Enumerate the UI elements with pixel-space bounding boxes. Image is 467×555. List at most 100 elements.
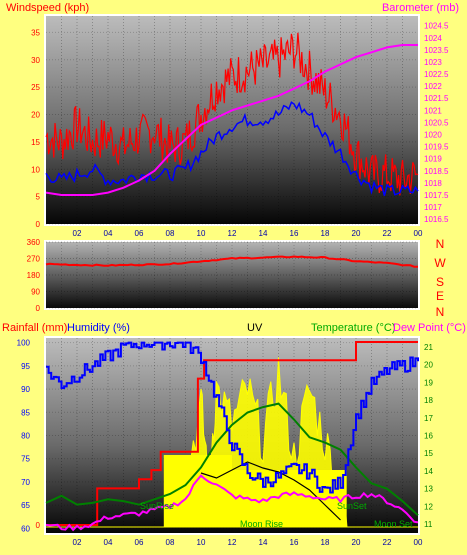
x-tick-label: 12 (228, 538, 237, 547)
y-right-tick-label: 1018 (424, 179, 442, 188)
temperature-tick-label: 13 (424, 485, 433, 494)
temperature-tick-label: 17 (424, 414, 433, 423)
compass-label: S (436, 275, 444, 289)
x-tick-label: 06 (135, 229, 144, 238)
x-tick-label: 16 (290, 538, 299, 547)
y-right-tick-label: 1020 (424, 131, 442, 140)
x-tick-label: 02 (73, 229, 82, 238)
x-tick-label: 22 (383, 538, 392, 547)
direction-series-line (45, 255, 419, 268)
y-tick-label: 10 (31, 165, 40, 174)
y-tick-label: 20 (31, 111, 40, 120)
x-tick-label: 22 (383, 229, 392, 238)
y-tick-label: 90 (31, 288, 40, 297)
y-tick-label: 25 (31, 83, 40, 92)
rainfall-axis-title: Rainfall (mm) (2, 322, 67, 334)
wind-plot-area (46, 16, 418, 224)
humidity-tick-label: 100 (17, 339, 31, 348)
y-tick-label: 0 (36, 220, 41, 229)
temperature-axis-title: Temperature (°C) (311, 322, 395, 334)
y-tick-label: 30 (31, 56, 40, 65)
x-tick-label: 08 (166, 229, 175, 238)
y-tick-label: 270 (27, 255, 41, 264)
y-right-tick-label: 1024 (424, 34, 442, 43)
y-tick-label: 5 (36, 193, 41, 202)
humidity-tick-label: 65 (21, 501, 30, 510)
y-right-tick-label: 1023 (424, 58, 442, 67)
x-tick-label: 18 (321, 229, 330, 238)
x-tick-label: 06 (135, 538, 144, 547)
humidity-tick-label: 60 (21, 524, 30, 533)
x-tick-label: 16 (290, 229, 299, 238)
y-right-tick-label: 1018.5 (424, 167, 449, 176)
temperature-series-line (45, 402, 419, 517)
moonset-label: Moon Set (374, 519, 413, 529)
x-tick-label: 10 (197, 538, 206, 547)
humidity-tick-label: 75 (21, 455, 30, 464)
rain-tick-label: 0 (36, 521, 41, 530)
y-tick-label: 180 (27, 271, 41, 280)
temperature-tick-label: 15 (424, 449, 433, 458)
y-right-tick-label: 1016.5 (424, 215, 449, 224)
y-right-tick-label: 1022 (424, 82, 442, 91)
compass-label: N (436, 237, 445, 251)
compass-label: N (436, 305, 445, 319)
y-right-tick-label: 1020.5 (424, 118, 449, 127)
barometer-axis-title: Barometer (mb) (382, 2, 459, 14)
humidity-tick-label: 80 (21, 432, 30, 441)
x-tick-label: 04 (104, 538, 113, 547)
astronomy-labels: SunRise SunSet Moon Rise Moon Set (140, 501, 413, 529)
sunrise-label: SunRise (140, 501, 174, 511)
windspeed-axis-title: Windspeed (kph) (6, 2, 89, 14)
temperature-tick-label: 20 (424, 361, 433, 370)
dewpoint-axis-title: Dew Point (°C) (393, 322, 466, 334)
x-tick-label: 20 (352, 229, 361, 238)
humidity-tick-label: 90 (21, 385, 30, 394)
x-tick-label: 20 (352, 538, 361, 547)
y-tick-label: 15 (31, 138, 40, 147)
y-tick-label: 0 (36, 304, 41, 313)
compass-label: W (434, 256, 446, 270)
y-right-tick-label: 1023.5 (424, 46, 449, 55)
x-tick-label: 18 (321, 538, 330, 547)
y-tick-label: 35 (31, 28, 40, 37)
y-right-tick-label: 1021 (424, 106, 442, 115)
x-tick-label: 12 (228, 229, 237, 238)
y-right-tick-label: 1019.5 (424, 143, 449, 152)
temperature-tick-label: 11 (424, 520, 433, 529)
x-tick-label: 14 (259, 538, 268, 547)
direction-chart: 0 90 180 270 360 (27, 238, 419, 313)
sunset-label: SunSet (337, 501, 367, 511)
y-right-tick-label: 1017 (424, 203, 442, 212)
y-tick-label: 360 (27, 238, 41, 247)
temperature-tick-label: 16 (424, 432, 433, 441)
humidity-tick-label: 85 (21, 408, 30, 417)
wind-chart: 051015202530351016.510171017.510181018.5… (31, 16, 449, 238)
temperature-tick-label: 14 (424, 467, 433, 476)
x-tick-label: 04 (104, 229, 113, 238)
barometer-series-line (45, 44, 418, 196)
rainfall-series-line (46, 341, 418, 526)
temperature-tick-label: 21 (424, 343, 433, 352)
compass-labels: N W S E N (434, 237, 446, 319)
humidity-tick-label: 70 (21, 478, 30, 487)
compass-label: E (436, 289, 444, 303)
x-tick-label: 14 (259, 229, 268, 238)
humidity-axis-title: Humidity (%) (67, 322, 130, 334)
x-tick-label: 00 (414, 538, 423, 547)
uv-axis-title: UV (247, 322, 263, 334)
x-tick-label: 08 (166, 538, 175, 547)
humidity-series-line (46, 341, 419, 494)
temperature-tick-label: 19 (424, 378, 433, 387)
y-right-tick-label: 1021.5 (424, 94, 449, 103)
y-right-tick-label: 1022.5 (424, 70, 449, 79)
dewpoint-series-line (45, 474, 419, 532)
y-right-tick-label: 1024.5 (424, 22, 449, 31)
x-tick-label: 10 (197, 229, 206, 238)
temperature-tick-label: 18 (424, 396, 433, 405)
direction-plot-area (46, 242, 418, 308)
gust-series-line (45, 32, 419, 196)
humidity-tick-label: 95 (21, 362, 30, 371)
